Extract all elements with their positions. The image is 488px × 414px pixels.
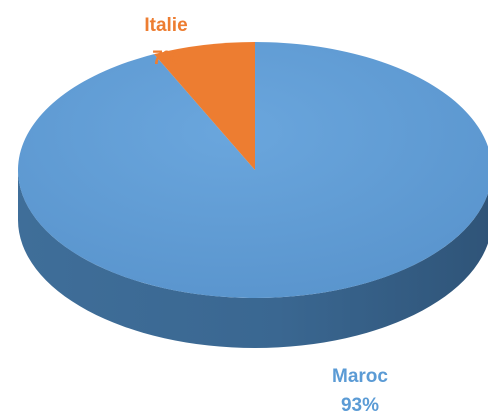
pie-side-maroc bbox=[18, 170, 488, 348]
pie-slice-italie bbox=[154, 42, 255, 170]
slice-label-maroc-value: 93% bbox=[341, 395, 379, 414]
slice-label-maroc-name: Maroc bbox=[332, 366, 388, 387]
slice-label-italie-value: 7% bbox=[152, 48, 180, 69]
slice-label-italie-name: Italie bbox=[144, 15, 187, 36]
pie-top-faces bbox=[18, 42, 488, 298]
pie-slice-maroc bbox=[18, 42, 488, 298]
pie-side-walls bbox=[18, 170, 488, 348]
